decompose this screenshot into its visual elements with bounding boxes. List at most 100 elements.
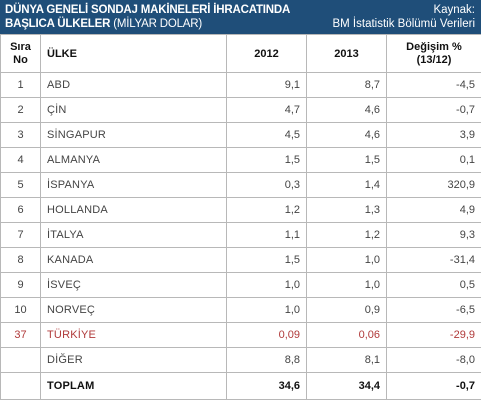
rank-cell: 4: [0, 147, 41, 173]
rank-header-line-1: Sıra: [10, 40, 31, 53]
table-row: 3 SİNGAPUR 4,5 4,6 3,9: [0, 122, 481, 148]
change-cell: -6,5: [386, 297, 481, 323]
title-line-2: BAŞLICA ÜLKELER (MİLYAR DOLAR): [5, 17, 290, 31]
table-row: DİĞER 8,8 8,1 -8,0: [0, 347, 481, 373]
value-2013-cell: 0,9: [306, 297, 387, 323]
year-2012-header: 2012: [226, 34, 307, 73]
table-row: 4 ALMANYA 1,5 1,5 0,1: [0, 147, 481, 173]
rank-header-line-2: No: [13, 53, 28, 66]
value-2013-cell: 1,4: [306, 172, 387, 198]
table-header-row: Sıra No ÜLKE 2012 2013 Değişim % (13/12): [0, 34, 481, 73]
value-2013-cell: 4,6: [306, 122, 387, 148]
rank-header: Sıra No: [0, 34, 41, 73]
header-bar: DÜNYA GENELİ SONDAJ MAKİNELERİ İHRACATIN…: [0, 0, 481, 34]
country-cell: İSPANYA: [40, 172, 227, 198]
rank-cell: 8: [0, 247, 41, 273]
rank-cell: 2: [0, 97, 41, 123]
country-cell: DİĞER: [40, 347, 227, 373]
rank-cell: 1: [0, 72, 41, 98]
rank-cell: 10: [0, 297, 41, 323]
value-2012-cell: 4,7: [226, 97, 307, 123]
year-2013-header: 2013: [306, 34, 387, 73]
change-cell: 320,9: [386, 172, 481, 198]
figure-title: DÜNYA GENELİ SONDAJ MAKİNELERİ İHRACATIN…: [5, 3, 290, 31]
country-cell: KANADA: [40, 247, 227, 273]
rank-cell: [0, 347, 41, 373]
source-name: BM İstatistik Bölümü Verileri: [332, 18, 475, 30]
change-cell: -31,4: [386, 247, 481, 273]
title-line-1: DÜNYA GENELİ SONDAJ MAKİNELERİ İHRACATIN…: [5, 4, 291, 16]
title-main: BAŞLICA ÜLKELER: [5, 18, 111, 30]
change-cell: 9,3: [386, 222, 481, 248]
value-2013-cell: 1,0: [306, 272, 387, 298]
table-row: 1 ABD 9,1 8,7 -4,5: [0, 72, 481, 98]
country-cell: İTALYA: [40, 222, 227, 248]
value-2012-cell: 8,8: [226, 347, 307, 373]
table-row: 10 NORVEÇ 1,0 0,9 -6,5: [0, 297, 481, 323]
country-cell: ÇİN: [40, 97, 227, 123]
country-cell: ALMANYA: [40, 147, 227, 173]
country-header: ÜLKE: [40, 34, 227, 73]
value-2012-cell: 1,5: [226, 147, 307, 173]
change-header-line-1: Değişim %: [406, 40, 462, 53]
value-2012-cell: 0,3: [226, 172, 307, 198]
table-row: 7 İTALYA 1,1 1,2 9,3: [0, 222, 481, 248]
value-2012-cell: 1,2: [226, 197, 307, 223]
value-2013-cell: 1,2: [306, 222, 387, 248]
value-2013-cell: 1,3: [306, 197, 387, 223]
value-2012-cell: 1,0: [226, 297, 307, 323]
change-header: Değişim % (13/12): [386, 34, 481, 73]
table-row: 8 KANADA 1,5 1,0 -31,4: [0, 247, 481, 273]
value-2012-cell: 1,1: [226, 222, 307, 248]
rank-cell: 7: [0, 222, 41, 248]
value-2013-cell: 4,6: [306, 97, 387, 123]
value-2012-cell: 9,1: [226, 72, 307, 98]
country-cell: SİNGAPUR: [40, 122, 227, 148]
change-header-line-2: (13/12): [416, 53, 452, 66]
title-unit: (MİLYAR DOLAR): [113, 18, 202, 30]
value-2013-cell: 1,0: [306, 247, 387, 273]
value-2013-cell: 1,5: [306, 147, 387, 173]
country-cell: TÜRKİYE: [40, 322, 227, 348]
table-row: 6 HOLLANDA 1,2 1,3 4,9: [0, 197, 481, 223]
total-row: TOPLAM 34,6 34,4 -0,7: [0, 372, 481, 400]
value-2013-cell: 0,06: [306, 322, 387, 348]
change-cell: -0,7: [386, 97, 481, 123]
value-2012-cell: 0,09: [226, 322, 307, 348]
change-cell: 4,9: [386, 197, 481, 223]
value-2012-cell: 1,5: [226, 247, 307, 273]
change-cell: -8,0: [386, 347, 481, 373]
total-rank-cell: [0, 372, 41, 400]
table-row: 37 TÜRKİYE 0,09 0,06 -29,9: [0, 322, 481, 348]
total-2013: 34,4: [306, 372, 387, 400]
source-label: Kaynak:: [433, 4, 475, 16]
value-2013-cell: 8,1: [306, 347, 387, 373]
rank-cell: 3: [0, 122, 41, 148]
change-cell: 0,1: [386, 147, 481, 173]
total-2012: 34,6: [226, 372, 307, 400]
change-cell: 0,5: [386, 272, 481, 298]
country-cell: ABD: [40, 72, 227, 98]
country-cell: HOLLANDA: [40, 197, 227, 223]
total-label: TOPLAM: [40, 372, 227, 400]
change-cell: 3,9: [386, 122, 481, 148]
rank-cell: 37: [0, 322, 41, 348]
country-cell: İSVEÇ: [40, 272, 227, 298]
value-2012-cell: 1,0: [226, 272, 307, 298]
total-change: -0,7: [386, 372, 481, 400]
rank-cell: 6: [0, 197, 41, 223]
change-cell: -29,9: [386, 322, 481, 348]
table-row: 5 İSPANYA 0,3 1,4 320,9: [0, 172, 481, 198]
country-cell: NORVEÇ: [40, 297, 227, 323]
data-table: Sıra No ÜLKE 2012 2013 Değişim % (13/12) 1…: [0, 34, 481, 400]
rank-cell: 5: [0, 172, 41, 198]
table-row: 2 ÇİN 4,7 4,6 -0,7: [0, 97, 481, 123]
source-note: Kaynak: BM İstatistik Bölümü Verileri: [332, 3, 475, 31]
table-row: 9 İSVEÇ 1,0 1,0 0,5: [0, 272, 481, 298]
change-cell: -4,5: [386, 72, 481, 98]
table-body: 1 ABD 9,1 8,7 -4,5 2 ÇİN 4,7 4,6 -0,7 3 SİNGAPUR 4,5…: [0, 72, 481, 373]
value-2013-cell: 8,7: [306, 72, 387, 98]
rank-cell: 9: [0, 272, 41, 298]
value-2012-cell: 4,5: [226, 122, 307, 148]
